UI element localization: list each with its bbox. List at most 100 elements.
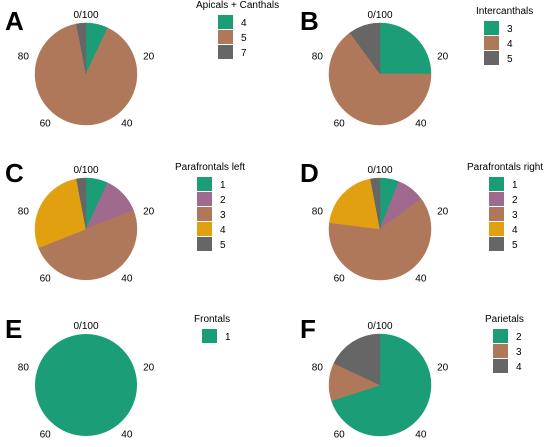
legend-entry-label: 1: [220, 180, 226, 191]
tick-label: 0/100: [73, 165, 98, 176]
legend-swatch: [197, 222, 212, 236]
tick-label: 40: [415, 430, 427, 441]
legend-swatch: [197, 192, 212, 206]
legend-entry-label: 2: [220, 195, 226, 206]
legend-entry-label: 3: [220, 210, 226, 221]
legend-entry-label: 3: [507, 24, 513, 35]
tick-label: 80: [312, 363, 324, 374]
legend-entry-label: 5: [220, 240, 226, 251]
tick-label: 60: [40, 274, 52, 285]
panel-label: C: [5, 158, 24, 188]
pie-slice: [370, 177, 381, 230]
legend-swatch: [197, 207, 212, 221]
legend-swatch: [484, 21, 499, 35]
legend-swatch: [489, 192, 504, 206]
tick-label: 0/100: [367, 165, 392, 176]
legend-entry-label: 3: [516, 347, 522, 358]
pie-slice: [331, 333, 432, 437]
legend-entry-label: 4: [220, 225, 226, 236]
legend-entry-label: 2: [516, 332, 522, 343]
tick-label: 0/100: [367, 10, 392, 21]
legend-entry-label: 4: [512, 225, 518, 236]
tick-label: 40: [415, 274, 427, 285]
tick-label: 20: [437, 207, 449, 218]
pie-panel-f: F 0/100 20 40 60 80 Parietals 2 3 4: [300, 314, 524, 441]
pie-panel-d: D 0/100 20 40 60 80 Parafrontals right 1 2 3 4 5: [300, 158, 543, 285]
pie-panel-a: A 0/100 20 40 60 80 Apicals + Canthals 4 5 7: [5, 0, 279, 130]
legend-title: Apicals + Canthals: [196, 0, 279, 11]
tick-label: 0/100: [367, 321, 392, 332]
tick-label: 20: [143, 363, 155, 374]
legend-swatch: [218, 30, 233, 44]
legend-entry-label: 4: [507, 39, 513, 50]
pie-slice: [349, 22, 381, 75]
pie-slice: [35, 334, 137, 436]
panel-label: E: [5, 314, 22, 344]
tick-label: 40: [121, 430, 133, 441]
legend-swatch: [489, 177, 504, 191]
pie-slice: [328, 32, 432, 126]
legend-swatch: [197, 237, 212, 251]
legend-entry-label: 4: [241, 18, 247, 29]
panel-label: D: [300, 158, 319, 188]
tick-label: 40: [121, 274, 133, 285]
tick-label: 40: [121, 119, 133, 130]
pie-slice: [34, 178, 87, 249]
tick-label: 20: [437, 363, 449, 374]
tick-label: 80: [18, 363, 30, 374]
pie-slice: [76, 22, 87, 75]
pie-panel-e: E 0/100 20 40 60 80 Frontals 1: [5, 314, 231, 441]
pie-slice: [333, 333, 381, 386]
legend-title: Parafrontals right: [467, 162, 543, 173]
legend-title: Parietals: [485, 314, 524, 325]
tick-label: 60: [334, 119, 346, 130]
tick-label: 20: [143, 52, 155, 63]
pie-slice: [379, 22, 432, 75]
pie-panel-b: B 0/100 20 40 60 80 Intercanthals 3 4 5: [300, 6, 533, 130]
legend-swatch: [493, 359, 508, 373]
legend-swatch: [484, 36, 499, 50]
tick-label: 60: [334, 430, 346, 441]
tick-label: 60: [40, 119, 52, 130]
legend-swatch: [197, 177, 212, 191]
legend-swatch: [218, 15, 233, 29]
tick-label: 40: [415, 119, 427, 130]
legend-swatch: [218, 45, 233, 59]
legend-entry-label: 5: [241, 33, 247, 44]
legend-entry-label: 5: [507, 54, 513, 65]
panel-label: B: [300, 6, 319, 36]
tick-label: 0/100: [73, 10, 98, 21]
tick-label: 60: [334, 274, 346, 285]
panel-label: A: [5, 6, 24, 36]
legend-entry-label: 1: [225, 332, 231, 343]
legend-swatch: [484, 51, 499, 65]
legend-swatch: [489, 237, 504, 251]
legend-swatch: [489, 207, 504, 221]
legend-entry-label: 2: [512, 195, 518, 206]
legend-entry-label: 1: [512, 180, 518, 191]
tick-label: 80: [18, 207, 30, 218]
legend-title: Intercanthals: [476, 6, 533, 17]
legend-title: Parafrontals left: [175, 162, 245, 173]
pie-panel-c: C 0/100 20 40 60 80 Parafrontals left 1 2 3 4 5: [5, 158, 245, 285]
pie-slice: [34, 23, 138, 126]
pie-slice: [329, 178, 381, 230]
legend-entry-label: 5: [512, 240, 518, 251]
panel-label: F: [300, 314, 316, 344]
legend-entry-label: 4: [516, 362, 522, 373]
legend-entry-label: 3: [512, 210, 518, 221]
legend-swatch: [202, 329, 217, 343]
legend-swatch: [493, 344, 508, 358]
legend-title: Frontals: [194, 314, 230, 325]
tick-label: 20: [437, 52, 449, 63]
pie-slice: [328, 198, 432, 281]
legend-swatch: [489, 222, 504, 236]
legend-swatch: [493, 329, 508, 343]
pie-slice: [76, 177, 87, 230]
tick-label: 80: [312, 207, 324, 218]
tick-label: 80: [312, 52, 324, 63]
tick-label: 20: [143, 207, 155, 218]
tick-label: 80: [18, 52, 30, 63]
